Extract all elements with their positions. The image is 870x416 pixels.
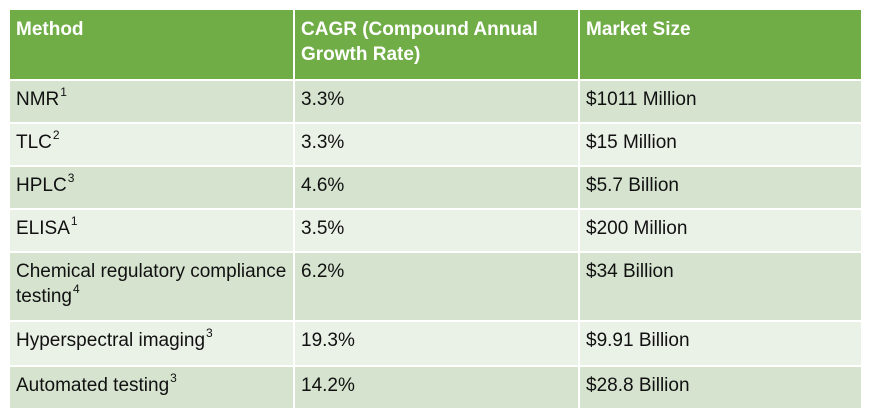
footnote-ref: 2 — [52, 127, 60, 142]
method-cell: ELISA1 — [8, 208, 295, 253]
method-name: NMR — [16, 89, 60, 110]
market-size-cell: $28.8 Billion — [578, 365, 863, 410]
cagr-cell: 3.3% — [293, 79, 580, 124]
table-row: TLC2 3.3% $15 Million — [8, 122, 863, 167]
market-table: Method CAGR (Compound Annual Growth Rate… — [8, 8, 863, 410]
footnote-ref: 1 — [60, 84, 67, 99]
table-row: NMR1 3.3% $1011 Million — [8, 79, 863, 124]
method-cell: Hyperspectral imaging3 — [8, 320, 295, 367]
method-cell: Chemical regulatory compliance testing4 — [8, 251, 295, 322]
method-cell: NMR1 — [8, 79, 295, 124]
footnote-ref: 3 — [170, 370, 177, 385]
table-row: Chemical regulatory compliance testing4 … — [8, 251, 863, 322]
market-size-cell: $200 Million — [578, 208, 863, 253]
table-row: Automated testing3 14.2% $28.8 Billion — [8, 365, 863, 410]
method-name: Hyperspectral imaging — [16, 330, 206, 351]
method-name: HPLC — [16, 175, 67, 196]
table-row: ELISA1 3.5% $200 Million — [8, 208, 863, 253]
cagr-cell: 6.2% — [293, 251, 580, 322]
method-name: TLC — [16, 132, 52, 153]
method-name: ELISA — [16, 218, 70, 239]
table-row: Hyperspectral imaging3 19.3% $9.91 Billi… — [8, 320, 863, 367]
footnote-ref: 1 — [70, 213, 78, 228]
cagr-cell: 4.6% — [293, 165, 580, 210]
market-size-cell: $9.91 Billion — [578, 320, 863, 367]
method-cell: HPLC3 — [8, 165, 295, 210]
header-market-size: Market Size — [578, 8, 863, 81]
cagr-cell: 19.3% — [293, 320, 580, 367]
header-method: Method — [8, 8, 295, 81]
header-row: Method CAGR (Compound Annual Growth Rate… — [8, 8, 863, 81]
method-name: Automated testing — [16, 375, 170, 396]
market-size-cell: $15 Million — [578, 122, 863, 167]
table-row: HPLC3 4.6% $5.7 Billion — [8, 165, 863, 210]
method-name: Chemical regulatory compliance testing — [16, 261, 287, 307]
cagr-cell: 3.5% — [293, 208, 580, 253]
market-size-cell: $5.7 Billion — [578, 165, 863, 210]
method-cell: Automated testing3 — [8, 365, 295, 410]
footnote-ref: 4 — [72, 281, 80, 296]
footnote-ref: 3 — [67, 170, 75, 185]
header-cagr: CAGR (Compound Annual Growth Rate) — [293, 8, 580, 81]
market-size-cell: $1011 Million — [578, 79, 863, 124]
method-cell: TLC2 — [8, 122, 295, 167]
market-size-cell: $34 Billion — [578, 251, 863, 322]
cagr-cell: 14.2% — [293, 365, 580, 410]
cagr-cell: 3.3% — [293, 122, 580, 167]
footnote-ref: 3 — [206, 325, 213, 340]
